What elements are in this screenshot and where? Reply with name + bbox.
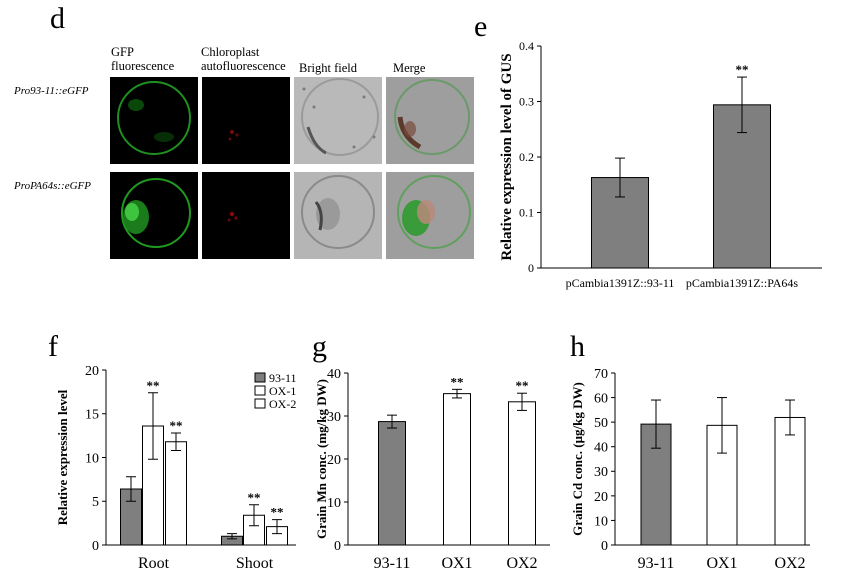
significance-label-g-2: ** — [516, 378, 529, 393]
significance-label-f-1-1: ** — [248, 490, 261, 505]
category-label-f: Root — [138, 555, 170, 572]
category-label-h: 93-11 — [638, 555, 675, 572]
panel-d-letter: d — [50, 2, 65, 35]
row-head-pro93: Pro93-11::eGFP — [14, 85, 89, 97]
y-tick-label-e: 0.2 — [519, 150, 534, 164]
significance-label-e-1: ** — [736, 62, 749, 77]
y-tick-label-h: 40 — [594, 441, 608, 456]
y-tick-label-g: 10 — [327, 496, 341, 511]
category-label-e: pCambia1391Z::PA64s — [686, 276, 799, 290]
y-tick-label-f: 0 — [92, 539, 99, 554]
category-label-g: OX2 — [506, 555, 537, 572]
y-tick-label-e: 0 — [528, 261, 534, 275]
category-label-g: 93-11 — [374, 555, 411, 572]
legend-swatch-2 — [254, 398, 266, 409]
bar-f-2-0 — [165, 441, 187, 546]
y-axis-label-e: Relative expression level of GUS — [499, 53, 515, 260]
y-tick-label-h: 30 — [594, 465, 608, 480]
panel-letter-f: f — [48, 330, 58, 363]
y-tick-label-h: 50 — [594, 416, 608, 431]
y-tick-label-h: 0 — [601, 539, 608, 554]
significance-label-f-2-0: ** — [170, 418, 183, 433]
y-tick-label-e: 0.1 — [519, 206, 534, 220]
y-tick-label-f: 10 — [85, 451, 99, 466]
bar-g-1 — [443, 393, 471, 546]
legend-swatch-0 — [254, 372, 266, 383]
y-tick-label-g: 0 — [334, 539, 341, 554]
merge-image-row2 — [386, 172, 474, 259]
bar-g-2 — [508, 401, 536, 546]
chloroplast-image-row1 — [202, 77, 290, 164]
row-head-propa64s: ProPA64s::eGFP — [14, 180, 91, 192]
gfp-image-row2 — [110, 172, 198, 259]
y-tick-label-f: 20 — [85, 364, 99, 379]
y-tick-label-e: 0.3 — [519, 95, 534, 109]
y-tick-label-f: 5 — [92, 495, 99, 510]
y-axis-label-f: Relative expression level — [55, 389, 70, 525]
col-head-merge: Merge — [393, 61, 426, 75]
col-head-gfp: GFP fluorescence — [111, 45, 175, 73]
gfp-image-row1 — [110, 77, 198, 164]
bar-g-0 — [378, 421, 406, 546]
panel-letter-g: g — [312, 330, 327, 363]
y-tick-label-h: 60 — [594, 391, 608, 406]
y-tick-label-h: 10 — [594, 514, 608, 529]
category-label-e: pCambia1391Z::93-11 — [566, 276, 675, 290]
y-tick-label-g: 20 — [327, 453, 341, 468]
col-head-bright-field: Bright field — [299, 61, 357, 75]
legend-swatch-1 — [254, 385, 266, 396]
y-tick-label-e: 0.4 — [519, 39, 534, 53]
legend-label-2: OX-2 — [269, 397, 296, 411]
y-axis-label-g: Grain Mn conc. (mg/kg DW) — [314, 379, 329, 539]
bar-h-2 — [774, 416, 806, 546]
y-tick-label-g: 30 — [327, 410, 341, 425]
legend-label-1: OX-1 — [269, 384, 296, 398]
bright-field-image-row1 — [294, 77, 382, 164]
y-tick-label-f: 15 — [85, 408, 99, 423]
significance-label-f-1-0: ** — [147, 378, 160, 393]
category-label-h: OX2 — [774, 555, 805, 572]
category-label-h: OX1 — [706, 555, 737, 572]
significance-label-g-1: ** — [451, 374, 464, 389]
y-tick-label-g: 40 — [327, 367, 341, 382]
panel-letter-h: h — [570, 330, 585, 363]
legend-label-0: 93-11 — [269, 371, 297, 385]
y-tick-label-h: 20 — [594, 490, 608, 505]
panel-letter-e: e — [474, 10, 487, 43]
y-axis-label-h: Grain Cd conc. (μg/kg DW) — [570, 382, 585, 536]
category-label-f: Shoot — [236, 555, 274, 572]
merge-image-row1 — [386, 77, 474, 164]
bright-field-image-row2 — [294, 172, 382, 259]
chloroplast-image-row2 — [202, 172, 290, 259]
y-tick-label-h: 70 — [594, 367, 608, 382]
category-label-g: OX1 — [441, 555, 472, 572]
significance-label-f-2-1: ** — [271, 505, 284, 520]
col-head-chloroplast: Chloroplast autofluorescence — [201, 45, 286, 73]
